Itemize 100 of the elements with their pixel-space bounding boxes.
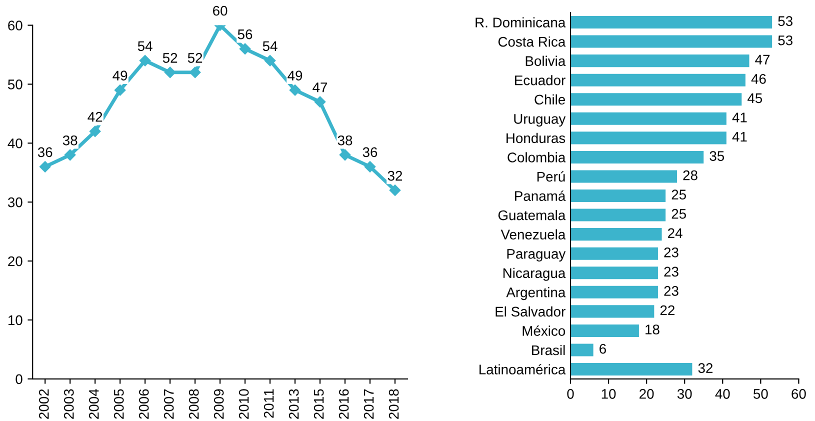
y-tick-label: Nicaragua <box>503 268 566 281</box>
data-label: 36 <box>362 147 378 158</box>
y-tick-label: Bolivia <box>526 56 566 66</box>
x-tick-label: 2016 <box>338 389 349 419</box>
x-tick-label: 2018 <box>388 389 399 419</box>
point <box>314 96 326 108</box>
data-label: 49 <box>112 70 128 81</box>
point <box>189 66 201 78</box>
data-label: 36 <box>38 147 52 158</box>
y-tick-label: 40 <box>8 138 22 148</box>
data-label: 22 <box>660 305 674 316</box>
y-tick-label: Guatemala <box>498 210 566 220</box>
point <box>114 84 126 96</box>
y-tick-label: Uruguay <box>514 114 566 127</box>
x-tick-label: 2004 <box>88 389 99 419</box>
y-tick-label: Brasil <box>532 344 565 356</box>
data-label: 23 <box>664 286 678 296</box>
bar <box>570 150 704 164</box>
point <box>239 43 251 54</box>
point <box>389 184 401 196</box>
point <box>64 149 76 161</box>
point <box>264 55 276 66</box>
data-label: 60 <box>213 6 228 16</box>
data-label: 45 <box>748 93 762 104</box>
data-label: 25 <box>672 208 686 219</box>
data-label: 46 <box>751 74 766 84</box>
bar <box>570 190 666 202</box>
data-label: 41 <box>732 132 747 142</box>
point <box>164 66 176 78</box>
bar <box>570 35 772 48</box>
y-tick-label: Perú <box>537 171 565 182</box>
y-tick-label: Argentina <box>506 287 566 300</box>
data-label: 32 <box>698 363 713 373</box>
data-label: 23 <box>664 247 678 258</box>
x-tick-label: 2002 <box>38 389 49 419</box>
data-label: 47 <box>755 54 770 64</box>
y-tick-label: México <box>522 326 566 336</box>
x-tick-label: 10 <box>602 388 616 399</box>
data-label: 54 <box>138 41 152 52</box>
x-tick-label: 2011 <box>264 389 274 418</box>
y-tick-label: Paraguay <box>507 249 566 262</box>
data-label: 18 <box>646 324 660 334</box>
bar <box>570 16 772 29</box>
x-tick-label: 0 <box>567 388 574 399</box>
data-label: 38 <box>338 136 352 146</box>
bar <box>570 93 742 106</box>
bar <box>570 54 750 68</box>
x-tick-label: 30 <box>677 388 692 399</box>
bar <box>570 74 746 86</box>
data-label: 32 <box>388 170 402 181</box>
data-label: 52 <box>162 52 178 63</box>
data-label: 23 <box>664 266 678 277</box>
y-tick-label: Ecuador <box>515 75 566 86</box>
bar <box>570 286 658 298</box>
x-tick-label: 2009 <box>214 389 224 419</box>
y-tick-label: Chile <box>534 94 566 105</box>
y-tick-label: 20 <box>8 256 22 266</box>
x-tick-label: 2003 <box>64 389 74 419</box>
data-label: 54 <box>262 41 278 52</box>
x-tick-label: 2005 <box>114 389 124 419</box>
x-tick-label: 50 <box>754 388 768 399</box>
x-tick-label: 2017 <box>364 389 374 419</box>
x-tick-label: 2006 <box>138 389 149 419</box>
data-label: 49 <box>288 70 302 81</box>
x-tick-label: 2010 <box>238 389 249 419</box>
y-tick-label: Costa Rica <box>498 36 566 47</box>
bar <box>570 324 639 337</box>
y-tick-label: Panamá <box>515 190 566 201</box>
bar <box>570 228 662 241</box>
y-tick-label: 10 <box>8 315 22 326</box>
x-tick-label: 20 <box>640 388 654 399</box>
y-tick-label: 30 <box>8 197 22 208</box>
bar <box>570 112 726 125</box>
data-label: 6 <box>600 344 606 354</box>
x-tick-label: 2015 <box>314 389 324 419</box>
data-label: 52 <box>188 52 202 63</box>
y-tick-label: 60 <box>8 20 22 30</box>
y-tick-label: Latinoamérica <box>480 364 566 374</box>
data-label: 25 <box>672 190 686 200</box>
data-label: 47 <box>312 82 328 92</box>
x-tick-label: 2013 <box>288 389 299 419</box>
bar <box>570 208 666 222</box>
point <box>289 84 301 96</box>
data-label: 28 <box>683 170 698 180</box>
x-tick-label: 2008 <box>188 389 199 419</box>
x-tick-label: 40 <box>715 388 730 399</box>
bar <box>570 266 658 280</box>
data-label: 38 <box>62 136 78 146</box>
y-tick-label: 0 <box>16 374 22 384</box>
point <box>139 55 151 66</box>
y-tick-label: R. Dominicana <box>476 17 566 28</box>
bar <box>570 170 677 183</box>
data-label: 35 <box>710 151 724 161</box>
data-label: 56 <box>238 29 252 40</box>
point <box>39 161 51 172</box>
bar <box>570 305 654 318</box>
data-label: 53 <box>778 16 792 26</box>
data-label: 42 <box>88 112 102 122</box>
bar <box>570 362 692 376</box>
data-label: 24 <box>668 228 682 238</box>
